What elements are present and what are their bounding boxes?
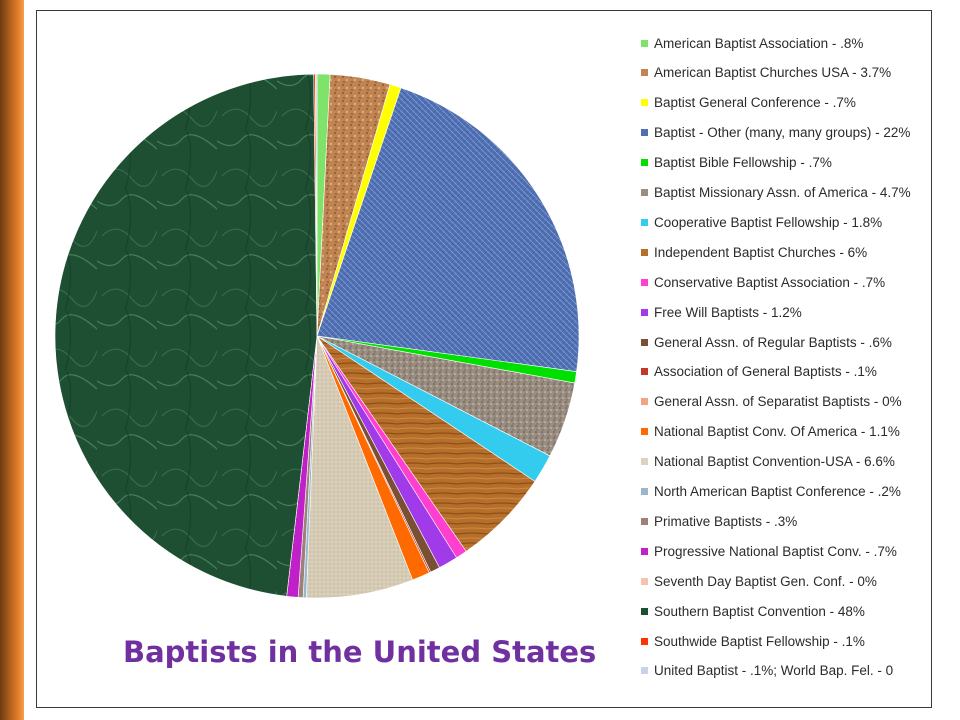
legend-item: Baptist - Other (many, many groups) - 22… xyxy=(641,123,960,143)
legend-label: Cooperative Baptist Fellowship - 1.8% xyxy=(654,214,883,230)
legend-swatch xyxy=(641,278,648,286)
orange-edge-accent xyxy=(0,0,24,720)
legend-swatch xyxy=(641,547,648,555)
legend-swatch xyxy=(641,607,648,615)
legend-swatch xyxy=(641,218,648,226)
legend-item: Progressive National Baptist Conv. - .7% xyxy=(641,541,960,561)
legend-item: North American Baptist Conference - .2% xyxy=(641,482,960,502)
legend-swatch xyxy=(641,159,648,167)
legend-item: Cooperative Baptist Fellowship - 1.8% xyxy=(641,212,960,232)
legend-label: Baptist General Conference - .7% xyxy=(654,95,856,111)
legend-label: Baptist Missionary Assn. of America - 4.… xyxy=(654,185,911,200)
legend-item: Primative Baptists - .3% xyxy=(641,511,960,531)
legend-label: Primative Baptists - .3% xyxy=(654,513,798,529)
chart-frame: Baptists in the United States American B… xyxy=(36,10,932,708)
legend-label: Association of General Baptists - .1% xyxy=(654,364,877,380)
legend-item: General Assn. of Separatist Baptists - 0… xyxy=(641,392,960,412)
legend-swatch xyxy=(641,129,648,137)
legend-swatch xyxy=(641,368,648,376)
legend-swatch xyxy=(641,428,648,436)
legend-label: Southwide Baptist Fellowship - .1% xyxy=(654,633,865,649)
legend-swatch xyxy=(641,69,648,77)
chart-title: Baptists in the United States xyxy=(123,635,597,669)
legend-swatch xyxy=(641,577,648,585)
legend-item: Baptist Bible Fellowship - .7% xyxy=(641,153,960,173)
legend-swatch xyxy=(641,248,648,256)
legend-label: American Baptist Churches USA - 3.7% xyxy=(654,65,892,81)
legend-label: Southern Baptist Convention - 48% xyxy=(654,603,865,619)
legend-item: Seventh Day Baptist Gen. Conf. - 0% xyxy=(641,571,960,591)
pie-chart xyxy=(54,73,580,599)
legend-label: National Baptist Convention-USA - 6.6% xyxy=(654,454,895,470)
pie-slices xyxy=(54,73,580,599)
legend-swatch xyxy=(641,458,648,466)
legend-item: United Baptist - .1%; World Bap. Fel. - … xyxy=(641,661,960,681)
legend-label: Baptist Bible Fellowship - .7% xyxy=(654,155,832,171)
legend-item: General Assn. of Regular Baptists - .6% xyxy=(641,332,960,352)
legend-label: Conservative Baptist Association - .7% xyxy=(654,274,886,290)
legend-swatch xyxy=(641,308,648,316)
legend-swatch xyxy=(641,398,648,406)
legend-item: Southern Baptist Convention - 48% xyxy=(641,601,960,621)
legend-item: Baptist General Conference - .7% xyxy=(641,93,960,113)
pie-slice-19 xyxy=(54,73,318,597)
legend-label: General Assn. of Regular Baptists - .6% xyxy=(654,334,892,350)
legend-item: Baptist Missionary Assn. of America - 4.… xyxy=(641,183,960,203)
legend-item: Southwide Baptist Fellowship - .1% xyxy=(641,631,960,651)
legend-label: National Baptist Conv. Of America - 1.1% xyxy=(654,424,900,440)
legend-item: Independent Baptist Churches - 6% xyxy=(641,242,960,262)
pie-slice-21 xyxy=(315,73,318,337)
pie-slice-3 xyxy=(316,87,580,372)
legend-swatch xyxy=(641,189,648,196)
legend-swatch xyxy=(641,488,648,495)
legend-swatch xyxy=(641,338,648,346)
legend-label: Baptist - Other (many, many groups) - 22… xyxy=(654,125,911,141)
legend-item: National Baptist Conv. Of America - 1.1% xyxy=(641,422,960,442)
legend-label: American Baptist Association - .8% xyxy=(654,35,864,51)
legend-label: Progressive National Baptist Conv. - .7% xyxy=(654,543,897,559)
legend-item: American Baptist Association - .8% xyxy=(641,33,960,53)
legend-label: General Assn. of Separatist Baptists - 0… xyxy=(654,394,902,410)
legend-item: Free Will Baptists - 1.2% xyxy=(641,302,960,322)
legend-swatch xyxy=(641,517,648,525)
legend-item: American Baptist Churches USA - 3.7% xyxy=(641,63,960,83)
legend-label: North American Baptist Conference - .2% xyxy=(654,484,901,499)
legend-label: Free Will Baptists - 1.2% xyxy=(654,304,802,320)
legend-item: National Baptist Convention-USA - 6.6% xyxy=(641,452,960,472)
legend-swatch xyxy=(641,637,648,645)
pie-slice-14 xyxy=(306,335,413,599)
legend-item: Conservative Baptist Association - .7% xyxy=(641,272,960,292)
legend-swatch xyxy=(641,99,648,107)
legend-swatch xyxy=(641,667,648,675)
legend-label: United Baptist - .1%; World Bap. Fel. - … xyxy=(654,663,894,679)
legend-item: Association of General Baptists - .1% xyxy=(641,362,960,382)
legend-label: Independent Baptist Churches - 6% xyxy=(654,244,868,260)
legend-label: Seventh Day Baptist Gen. Conf. - 0% xyxy=(654,573,877,589)
legend-swatch xyxy=(641,39,648,47)
